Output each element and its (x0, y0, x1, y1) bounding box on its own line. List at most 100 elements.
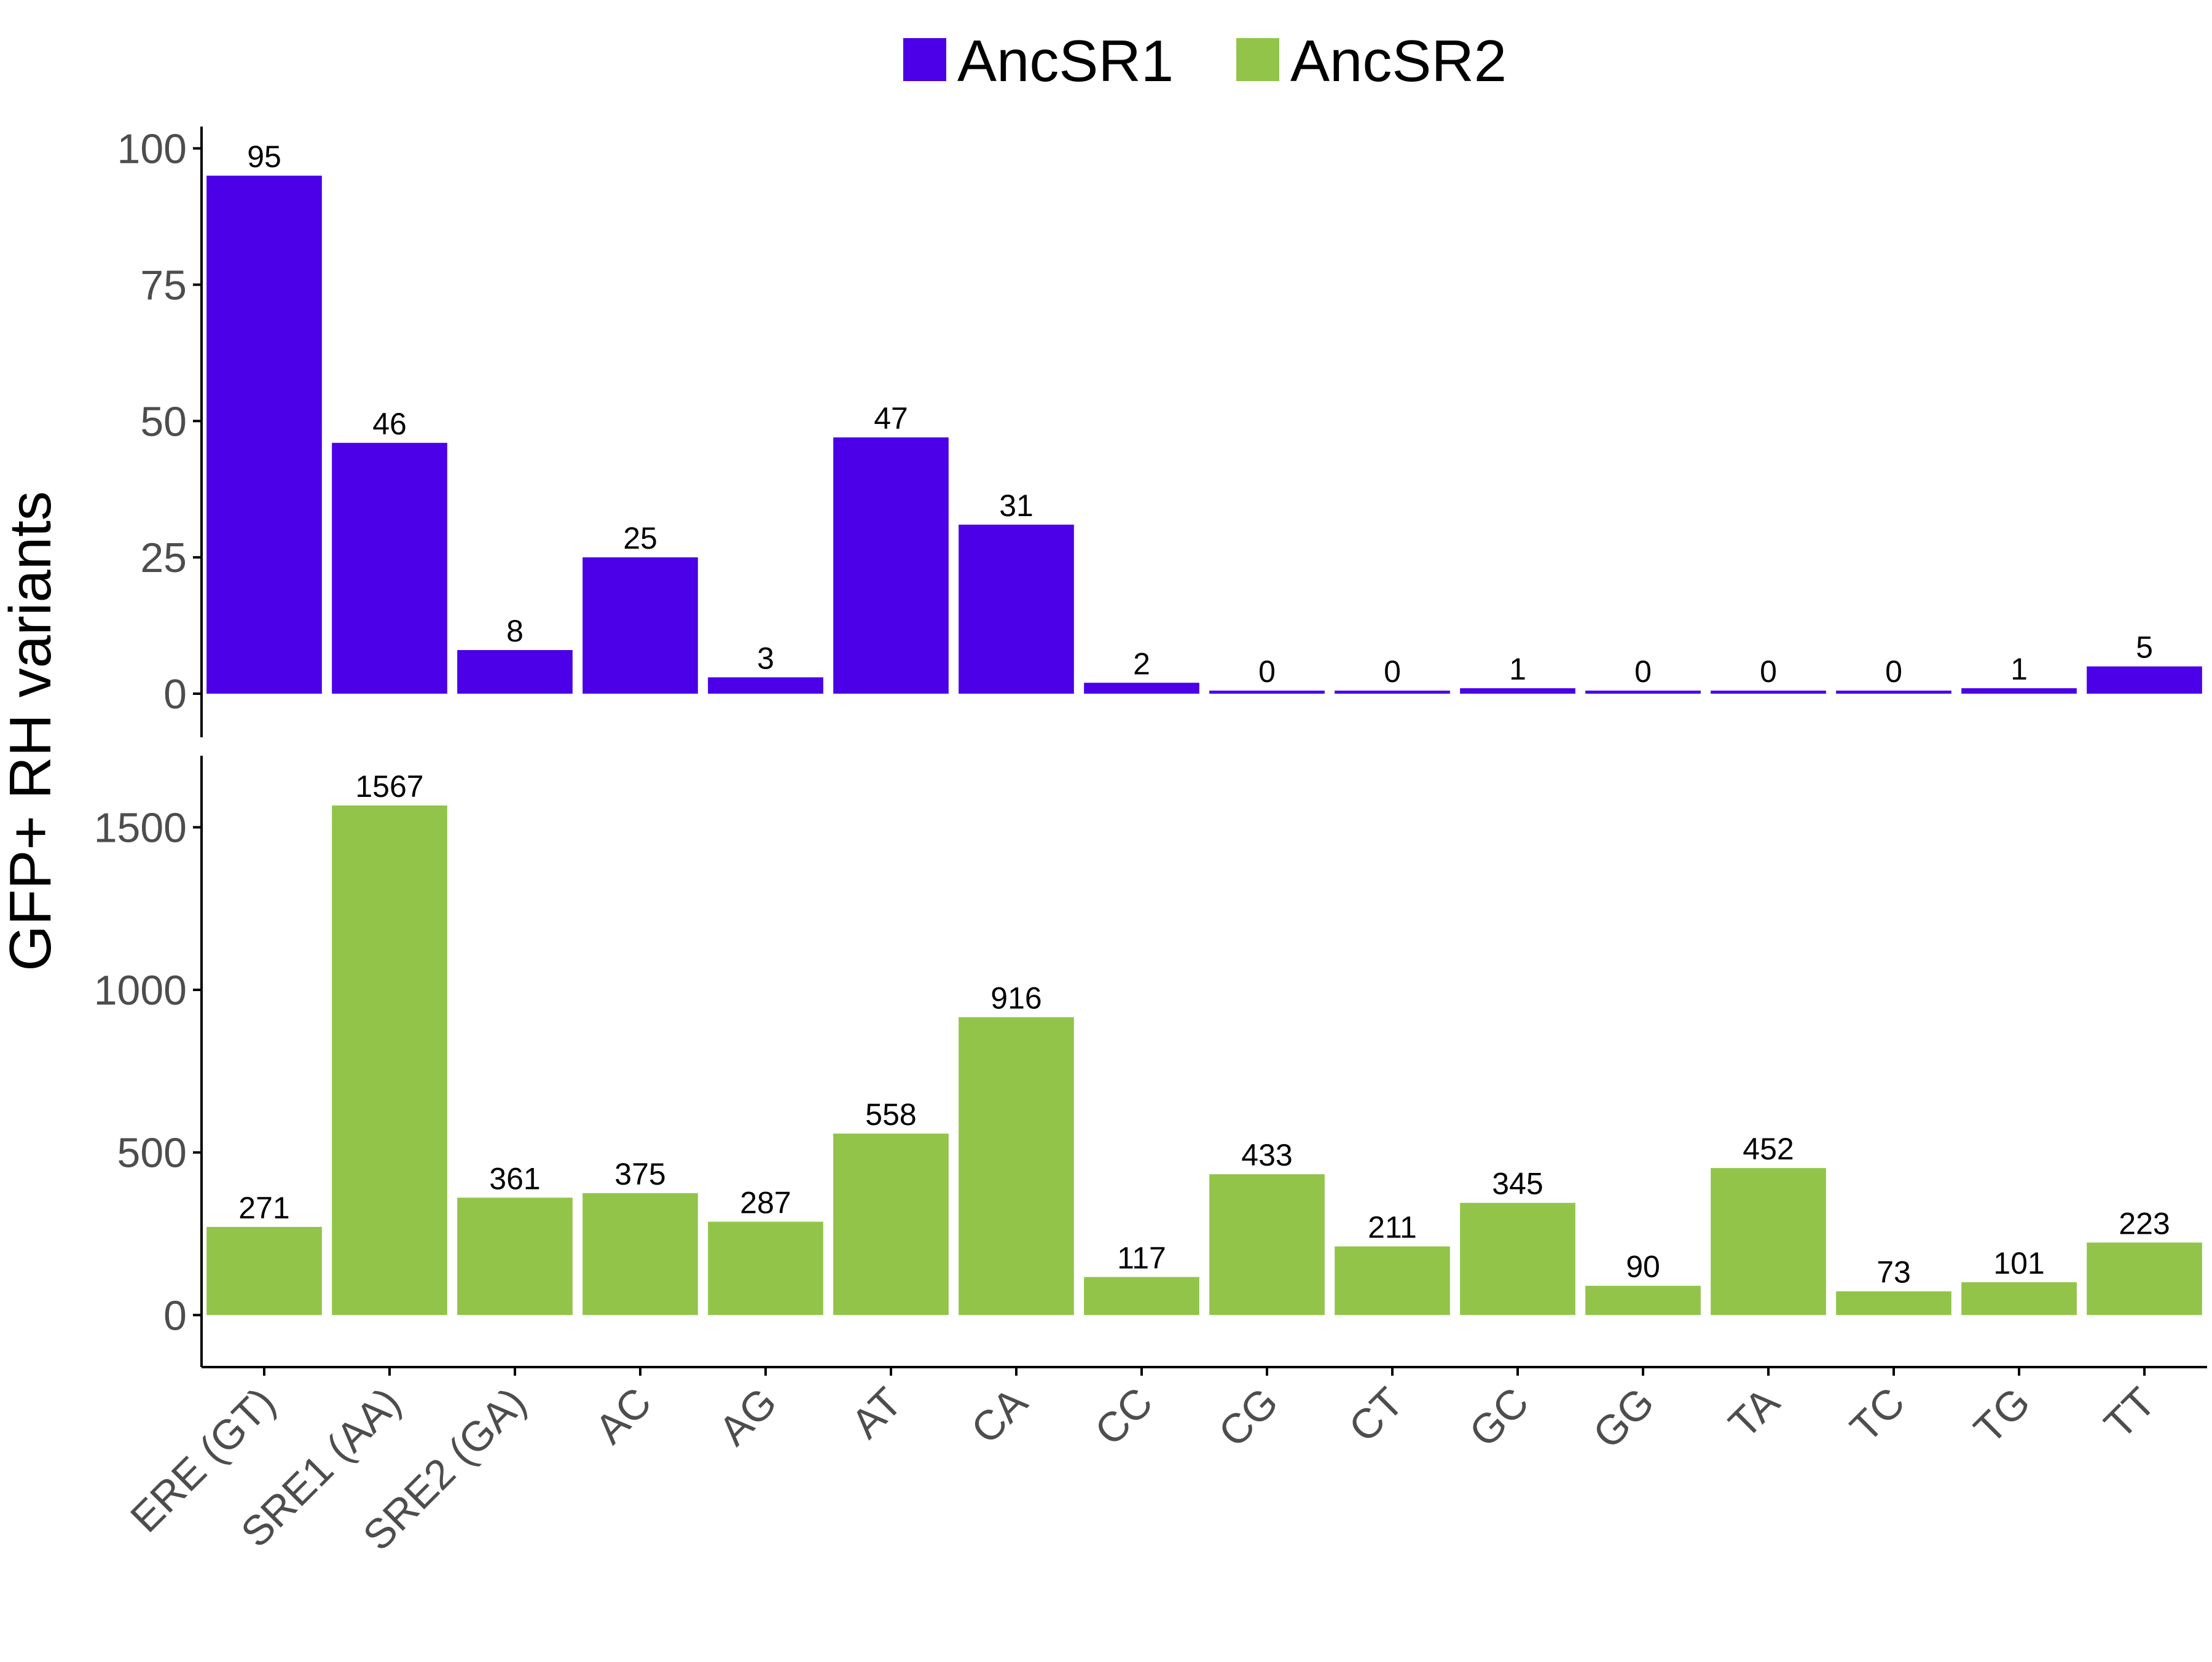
data-label-ancsr2-cc: 117 (1117, 1241, 1166, 1275)
y-axis-title: GFP+ RH variants (0, 491, 63, 971)
data-label-ancsr1-ac: 25 (623, 521, 657, 555)
data-label-ancsr1-ta: 0 (1760, 654, 1777, 689)
y-tick-label: 100 (117, 126, 187, 173)
data-label-ancsr1-cc: 2 (1133, 646, 1150, 681)
data-label-ancsr2-gc: 345 (1492, 1167, 1543, 1201)
data-label-ancsr2-tg: 101 (1993, 1246, 2044, 1280)
bar-ancsr1-cc (1084, 683, 1199, 694)
y-tick-label: 0 (163, 1292, 187, 1339)
legend-item-ancsr1: AncSR1 (903, 28, 1174, 94)
bar-ancsr1-gg (1585, 691, 1701, 694)
x-tick-label-gc: GC (1461, 1379, 1538, 1456)
data-label-ancsr2-gg: 90 (1626, 1250, 1660, 1284)
y-tick-label: 1500 (94, 804, 187, 851)
data-label-ancsr2-ac: 375 (614, 1157, 665, 1191)
data-label-ancsr2-at: 558 (865, 1097, 916, 1132)
data-label-ancsr1-cg: 0 (1258, 654, 1276, 689)
x-tick-label-ct: CT (1340, 1379, 1413, 1451)
bar-ancsr2-tt (2087, 1242, 2202, 1315)
y-tick-label: 500 (117, 1130, 187, 1177)
data-label-ancsr1-ere-gt: 95 (247, 139, 281, 174)
bar-ancsr2-gg (1585, 1285, 1701, 1315)
y-tick-label: 75 (140, 262, 187, 308)
data-label-ancsr2-sre1-aa: 1567 (355, 769, 423, 804)
data-label-ancsr2-ct: 211 (1368, 1210, 1417, 1245)
panel-ancsr2: 0 500 1000 1500 271 1567 361 375 287 558 916 117 433… (94, 756, 2202, 1367)
bar-ancsr1-at (833, 437, 949, 694)
data-label-ancsr2-ca: 916 (990, 981, 1041, 1016)
bar-ancsr1-ere-gt (206, 175, 322, 694)
legend-swatch-ancsr1 (903, 38, 946, 81)
bar-ancsr2-ct (1335, 1246, 1450, 1315)
bar-ancsr1-gc (1460, 688, 1575, 694)
data-label-ancsr1-at: 47 (874, 401, 908, 436)
y-tick-label: 0 (163, 671, 187, 718)
bar-ancsr1-sre1-aa (332, 442, 447, 694)
data-label-ancsr2-ere-gt: 271 (238, 1191, 289, 1225)
data-label-ancsr1-ag: 3 (757, 641, 774, 675)
legend-item-ancsr2: AncSR2 (1236, 28, 1507, 94)
bar-ancsr1-ct (1335, 691, 1450, 694)
y-tick-label: 50 (140, 398, 187, 445)
bar-ancsr2-sre1-aa (332, 805, 447, 1315)
data-label-ancsr1-gg: 0 (1634, 654, 1652, 689)
legend-label-ancsr1: AncSR1 (957, 28, 1174, 94)
data-label-ancsr2-ag: 287 (740, 1185, 791, 1220)
x-tick-label-ca: CA (962, 1378, 1037, 1452)
data-label-ancsr1-gc: 1 (1509, 652, 1526, 686)
bar-ancsr1-ta (1711, 691, 1826, 694)
x-tick-label-cc: CC (1086, 1379, 1161, 1454)
x-axis: ERE (GT)SRE1 (AA)SRE2 (GA) AC AG AT CA CC CG CT… (122, 1366, 2207, 1559)
x-tick-label-tg: TG (1965, 1379, 2039, 1453)
bar-ancsr2-ta (1711, 1168, 1826, 1315)
y-tick-label: 25 (140, 535, 187, 581)
data-label-ancsr2-sre2-ga: 361 (489, 1161, 540, 1196)
bar-ancsr2-at (833, 1133, 949, 1315)
bar-ancsr2-ere-gt (206, 1226, 322, 1315)
data-label-ancsr2-cg: 433 (1241, 1138, 1292, 1172)
data-label-ancsr1-sre1-aa: 46 (372, 407, 407, 441)
bar-ancsr2-tg (1961, 1282, 2077, 1315)
bar-ancsr2-cc (1084, 1277, 1199, 1315)
legend-swatch-ancsr2 (1236, 38, 1279, 81)
bar-ancsr1-tg (1961, 688, 2077, 694)
bar-ancsr1-ca (959, 524, 1074, 694)
x-tick-label-ta: TA (1720, 1378, 1789, 1447)
bar-ancsr2-gc (1460, 1202, 1575, 1315)
data-label-ancsr1-tt: 5 (2136, 630, 2153, 665)
x-tick-label-tc: TC (1841, 1379, 1914, 1451)
x-tick-label-ac: AC (586, 1379, 661, 1453)
x-tick-label-gg: GG (1584, 1379, 1663, 1458)
data-label-ancsr1-tg: 1 (2010, 652, 2028, 686)
bar-ancsr1-tc (1836, 691, 1951, 694)
data-label-ancsr2-tc: 73 (1877, 1255, 1911, 1290)
data-label-ancsr1-ca: 31 (999, 488, 1033, 523)
y-tick-label: 1000 (94, 967, 187, 1014)
bar-ancsr1-tt (2087, 666, 2202, 694)
data-label-ancsr1-ct: 0 (1384, 654, 1401, 689)
bar-ancsr2-ca (959, 1017, 1074, 1315)
bar-ancsr1-sre2-ga (457, 650, 573, 694)
bar-ancsr1-cg (1209, 691, 1325, 694)
data-label-ancsr2-ta: 452 (1743, 1132, 1794, 1166)
x-tick-label-cg: CG (1210, 1379, 1287, 1456)
bar-ancsr2-tc (1836, 1291, 1951, 1315)
x-tick-label-ag: AG (710, 1379, 785, 1454)
bar-ancsr1-ac (582, 557, 698, 694)
x-tick-label-tt: TT (2095, 1379, 2164, 1448)
bar-ancsr2-ac (582, 1193, 698, 1315)
data-label-ancsr1-tc: 0 (1885, 654, 1902, 689)
x-tick-label-at: AT (842, 1379, 911, 1448)
data-label-ancsr2-tt: 223 (2119, 1206, 2170, 1241)
legend: AncSR1 AncSR2 (903, 28, 1507, 94)
bar-ancsr2-ag (708, 1221, 823, 1315)
data-label-ancsr1-sre2-ga: 8 (506, 614, 524, 648)
bar-ancsr2-sre2-ga (457, 1198, 573, 1315)
bar-ancsr2-cg (1209, 1174, 1325, 1315)
bar-ancsr1-ag (708, 677, 823, 694)
legend-label-ancsr2: AncSR2 (1290, 28, 1507, 94)
